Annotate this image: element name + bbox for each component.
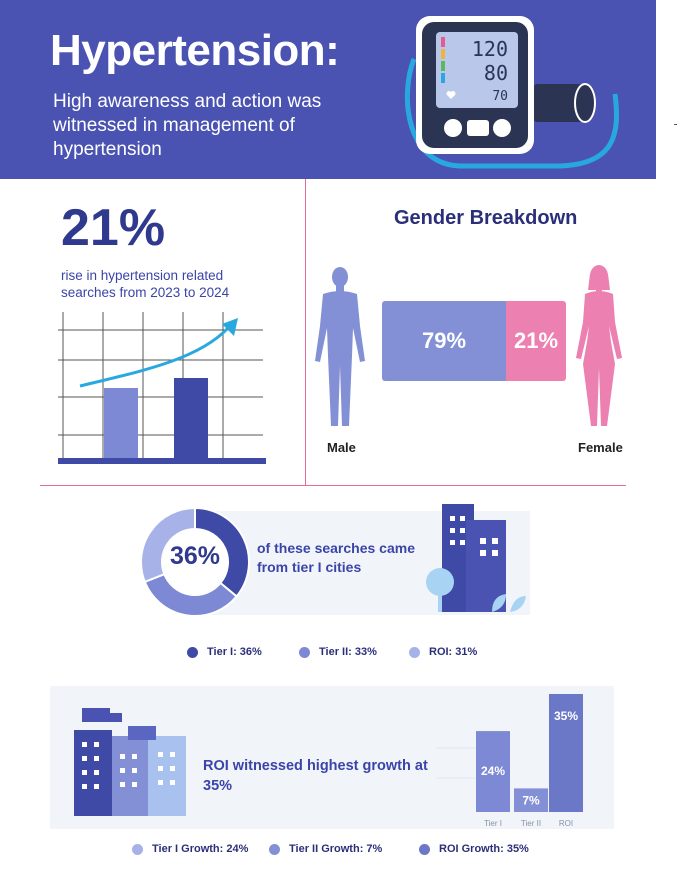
legend-roi: ROI: 31% bbox=[409, 646, 477, 658]
legend-tier-2: Tier II: 33% bbox=[299, 646, 377, 658]
tier-donut-chart bbox=[140, 506, 250, 617]
city-skyline-icon bbox=[74, 708, 186, 816]
systolic-readout: 120 bbox=[472, 37, 508, 61]
legend-dot bbox=[269, 843, 280, 855]
male-percent-bar: 79% bbox=[382, 301, 506, 381]
bar-category-label: Tier II bbox=[521, 819, 541, 828]
city-buildings-icon bbox=[426, 504, 526, 612]
female-label: Female bbox=[578, 440, 623, 455]
female-figure-icon bbox=[576, 265, 622, 426]
male-label: Male bbox=[327, 440, 356, 455]
legend-label: Tier I: 36% bbox=[207, 646, 262, 658]
male-figure-icon bbox=[315, 267, 365, 426]
growth-bar-2024 bbox=[174, 378, 208, 460]
trend-arrow bbox=[79, 326, 230, 388]
legend-dot bbox=[409, 646, 420, 658]
growth-bar-roi bbox=[549, 694, 583, 812]
bar-value-label: 35% bbox=[554, 709, 578, 723]
header-banner: Hypertension: High awareness and action … bbox=[0, 0, 656, 179]
donut-hole bbox=[163, 530, 227, 594]
edge-mark bbox=[674, 124, 677, 125]
blood-pressure-monitor-icon: 120 80 70 bbox=[404, 16, 619, 169]
bar-category-label: Tier I bbox=[484, 819, 502, 828]
legend-roi-growth: ROI Growth: 35% bbox=[419, 843, 529, 855]
legend-label: ROI Growth: 35% bbox=[439, 843, 529, 855]
growth-chart-illustration bbox=[58, 312, 266, 464]
bar-value-label: 7% bbox=[522, 793, 540, 807]
page-title: Hypertension: bbox=[50, 26, 340, 75]
growth-bar-tier-i bbox=[476, 731, 510, 812]
tier-description: of these searches came from tier I citie… bbox=[257, 540, 415, 575]
gender-title: Gender Breakdown bbox=[394, 207, 578, 229]
legend-label: Tier I Growth: 24% bbox=[152, 843, 249, 855]
legend-label: Tier II: 33% bbox=[319, 646, 377, 658]
rise-percent: 21% bbox=[61, 199, 166, 257]
donut-slice-roi bbox=[140, 506, 196, 584]
female-percent-bar: 21% bbox=[506, 301, 566, 381]
legend-tier-1-growth: Tier I Growth: 24% bbox=[132, 843, 248, 855]
pulse-readout: 70 bbox=[492, 89, 508, 104]
diastolic-readout: 80 bbox=[484, 61, 508, 85]
legend-tier-2-growth: Tier II Growth: 7% bbox=[269, 843, 382, 855]
legend-label: Tier II Growth: 7% bbox=[289, 843, 383, 855]
growth-bar-tier-ii bbox=[514, 788, 548, 812]
bar-category-label: ROI bbox=[559, 819, 573, 828]
vertical-divider bbox=[305, 179, 306, 485]
legend-dot bbox=[187, 646, 198, 658]
legend-tier-1: Tier I: 36% bbox=[187, 646, 262, 658]
legend-dot bbox=[132, 843, 143, 855]
rise-description: rise in hypertension related searches fr… bbox=[61, 268, 230, 300]
growth-description: ROI witnessed highest growth at 35% bbox=[203, 758, 428, 794]
donut-center-label: 36% bbox=[169, 542, 221, 570]
legend-dot bbox=[299, 646, 310, 658]
legend-label: ROI: 31% bbox=[429, 646, 478, 658]
tier-growth-bar-chart: 24% Tier I 7% Tier II 35% ROI bbox=[436, 694, 583, 828]
growth-bar-2023 bbox=[104, 388, 138, 460]
bar-value-label: 24% bbox=[481, 764, 505, 778]
horizontal-divider bbox=[40, 485, 626, 486]
legend-dot bbox=[419, 843, 430, 855]
page-subtitle: High awareness and action was witnessed … bbox=[53, 91, 322, 160]
arrow-head-icon bbox=[222, 318, 238, 336]
